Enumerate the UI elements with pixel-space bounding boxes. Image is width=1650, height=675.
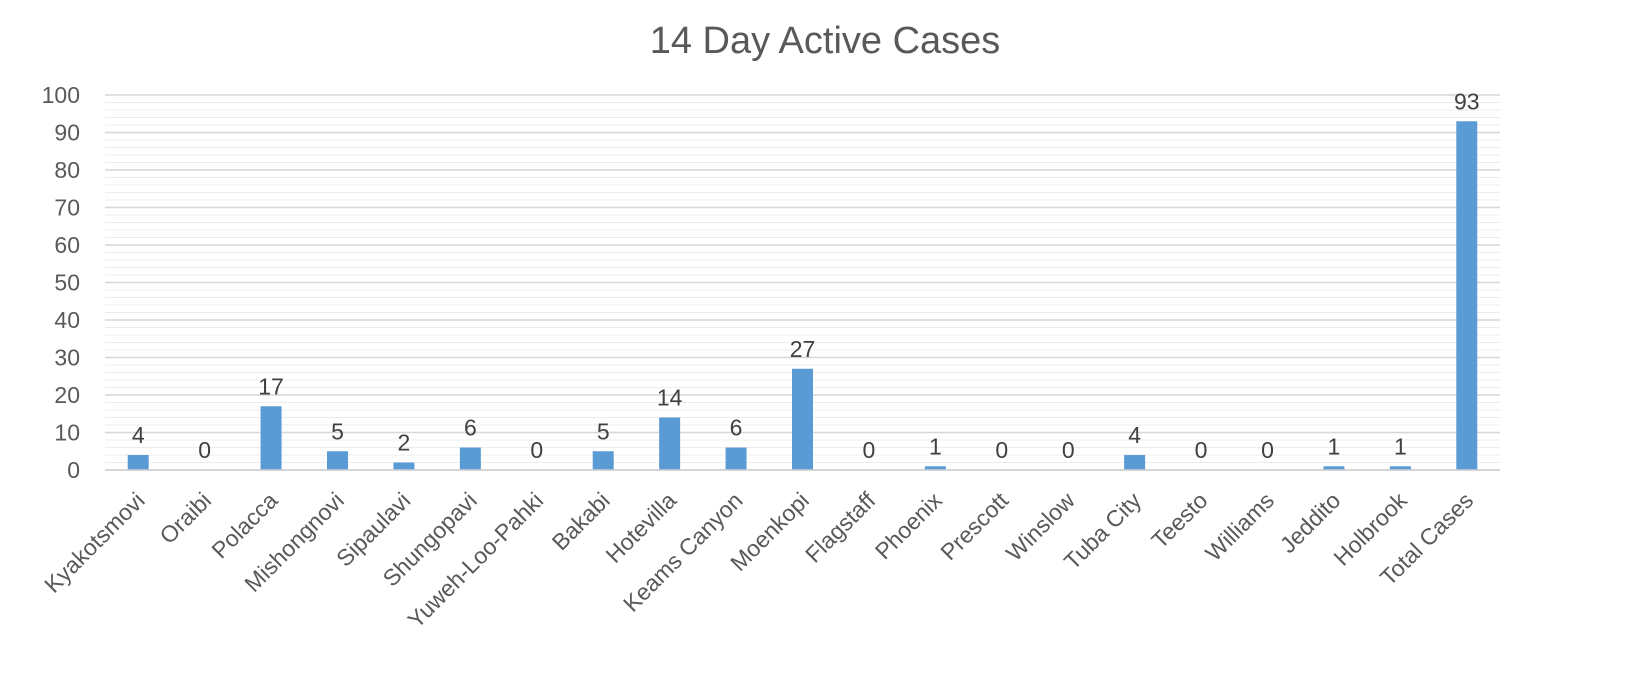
data-label: 0 [863,437,876,463]
bar [924,466,946,470]
data-label: 17 [258,373,284,399]
data-label: 0 [198,437,211,463]
bar [1124,455,1146,470]
bar [127,455,149,470]
y-tick-label: 60 [54,232,80,258]
data-label: 0 [1261,437,1274,463]
category-label: Williams [1200,487,1279,566]
category-label: Oraibi [154,487,216,549]
category-label: Flagstaff [800,487,881,568]
bar [659,417,681,470]
data-label: 6 [730,415,743,441]
chart-title: 14 Day Active Cases [649,20,1001,62]
data-label: 1 [929,433,942,459]
data-label: 0 [995,437,1008,463]
y-tick-label: 50 [54,270,80,296]
data-label: 2 [398,430,411,456]
y-tick-label: 100 [42,82,80,108]
bar [459,447,481,470]
bar [792,368,813,470]
y-tick-label: 20 [54,382,80,408]
y-tick-label: 0 [67,457,80,483]
data-label: 5 [597,418,610,444]
y-tick-label: 10 [54,420,80,446]
category-label: Kyakotsmovi [39,487,150,598]
bar [393,462,415,470]
data-label: 0 [530,437,543,463]
y-tick-label: 90 [54,120,80,146]
category-label: Keams Canyon [618,487,748,617]
data-label: 0 [1062,437,1075,463]
bar [1323,466,1345,470]
data-label: 27 [790,336,816,362]
bar [1389,466,1411,470]
category-label: Teesto [1146,487,1212,553]
data-label: 0 [1195,437,1208,463]
y-tick-label: 30 [54,345,80,371]
bar [260,406,282,470]
bar [592,451,614,470]
bar [327,451,348,470]
data-label: 4 [1128,422,1141,448]
data-label: 1 [1328,433,1341,459]
bar [1456,121,1478,470]
data-label: 93 [1454,88,1480,114]
category-label: Prescott [935,487,1013,565]
bars [127,121,1478,470]
data-label: 6 [464,415,477,441]
y-tick-label: 40 [54,307,80,333]
bar [725,447,747,470]
data-label: 5 [331,418,344,444]
y-tick-label: 80 [54,157,80,183]
y-tick-label: 70 [54,195,80,221]
category-label: Phoenix [870,487,948,565]
data-label: 14 [657,385,683,411]
data-label: 1 [1394,433,1407,459]
data-label: 4 [132,422,145,448]
